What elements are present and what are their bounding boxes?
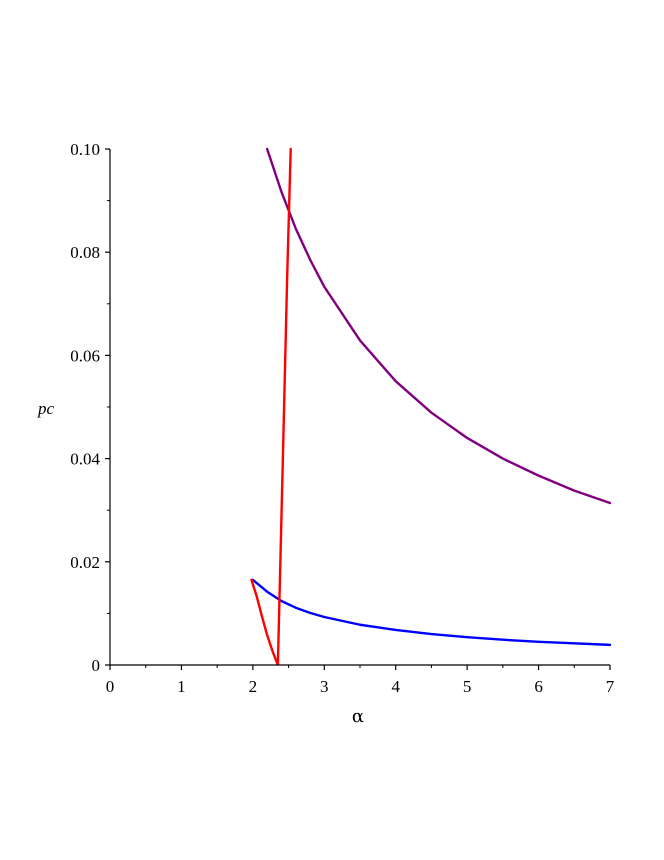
y-axis-label: pc xyxy=(37,399,55,418)
y-tick-label: 0 xyxy=(92,656,101,675)
y-tick-label: 0.02 xyxy=(70,553,100,572)
x-tick-label: 6 xyxy=(534,677,543,696)
x-tick-label: 0 xyxy=(106,677,115,696)
x-tick-label: 7 xyxy=(606,677,615,696)
series-line-3 xyxy=(250,147,292,665)
x-tick-label: 5 xyxy=(463,677,472,696)
x-tick-label: 1 xyxy=(177,677,186,696)
y-tick-label: 0.08 xyxy=(70,243,100,262)
y-tick-label: 0.04 xyxy=(70,450,100,469)
y-tick-label: 0.10 xyxy=(70,140,100,159)
series-line-2 xyxy=(251,578,612,647)
series-line-1 xyxy=(265,147,612,505)
x-tick-label: 3 xyxy=(320,677,329,696)
x-tick-label: 2 xyxy=(249,677,258,696)
y-tick-label: 0.06 xyxy=(70,346,100,365)
x-tick-label: 4 xyxy=(391,677,400,696)
ticks-layer: 0 1 2 3 4 5 6 7 0 0.02 0.04 0.06 0.08 0.10 xyxy=(70,140,615,696)
x-axis-label: α xyxy=(352,706,364,727)
series-layer xyxy=(250,147,612,665)
axes-layer xyxy=(109,149,610,666)
